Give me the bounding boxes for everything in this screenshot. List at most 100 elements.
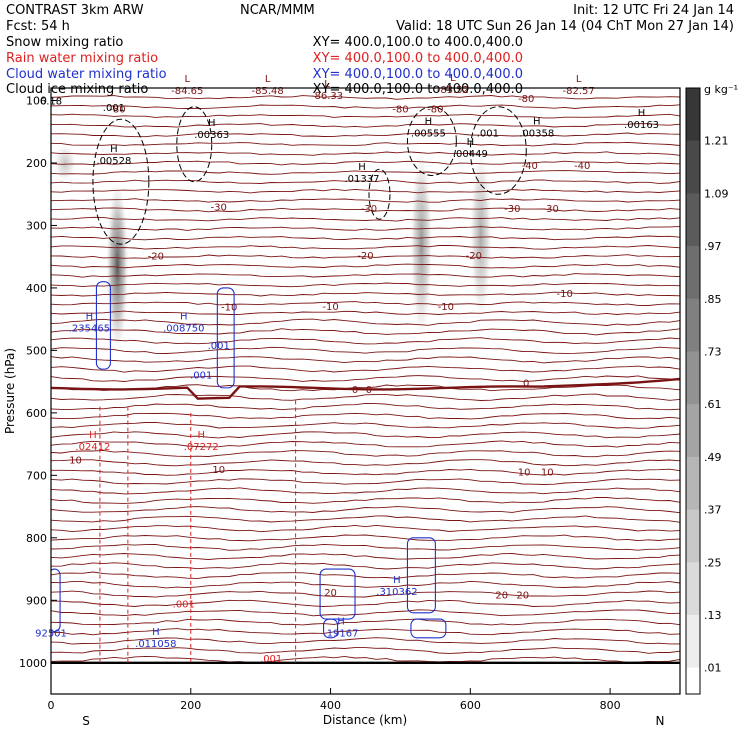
extremum-value: -86.33 <box>311 91 343 102</box>
zero-isotherm <box>51 377 680 400</box>
temperature-label: -30 <box>361 204 377 215</box>
cloud-ice-contour <box>406 106 457 176</box>
legend-snow-xy: XY= 400.0,100.0 to 400.0,400.0 <box>313 35 523 50</box>
ice-shading-0 <box>106 181 129 351</box>
isotherm-line <box>51 226 680 231</box>
extremum-value: -82.57 <box>563 86 595 97</box>
colorbar-swatch <box>686 404 700 458</box>
temperature-label: 10 <box>518 468 531 479</box>
isotherm-line <box>51 160 680 166</box>
isotherm-line <box>51 273 680 278</box>
x-tick-label: 200 <box>180 699 201 712</box>
isotherm-line <box>51 468 680 476</box>
colorbar-tick-label: 1.21 <box>704 135 729 148</box>
contour-label-layer: -80 -80 -80 -80 -40 -40 -30 -30 -30 -30 -20 -20 -20 -… <box>35 73 659 665</box>
colorbar-swatch <box>686 562 700 616</box>
y-axis-title: Pressure (hPa) <box>3 348 17 434</box>
isotherm-line <box>51 310 680 315</box>
temperature-label: -80 <box>109 105 125 116</box>
isotherm-line <box>51 291 680 297</box>
isotherm-line <box>51 104 680 110</box>
temperature-label: -80 <box>427 105 443 116</box>
isotherm-line <box>51 216 680 222</box>
isotherm-line <box>51 123 680 128</box>
extremum-marker: H <box>110 144 118 155</box>
colorbar-tick-label: .49 <box>704 451 722 464</box>
isotherm-line <box>51 647 680 654</box>
extremum-value: .008750 <box>163 324 204 335</box>
extremum-marker: L <box>576 74 582 85</box>
extremum-value: .011058 <box>135 639 176 650</box>
legend-cloudwater-xy: XY= 400.0,100.0 to 400.0,400.0 <box>313 67 523 82</box>
extremum-value: .001 <box>260 654 282 665</box>
y-tick-label: 1000 <box>19 657 47 670</box>
y-tick-label: 400 <box>26 282 47 295</box>
extremum-marker: H <box>89 430 97 441</box>
isotherm-line <box>51 496 680 504</box>
extremum-marker: H <box>358 162 366 173</box>
extremum-value: .310362 <box>376 587 417 598</box>
isotherm-line <box>51 254 680 259</box>
extremum-marker: H <box>533 117 541 128</box>
extremum-value: .00528 <box>96 156 131 167</box>
x-tick-label: 600 <box>460 699 481 712</box>
temperature-label: -30 <box>211 203 227 214</box>
temperature-label: -10 <box>438 302 454 313</box>
x-tick-label: 800 <box>600 699 621 712</box>
x-end-label-north: N <box>656 714 665 728</box>
isotherm-line <box>51 235 680 241</box>
isotherm-line <box>51 506 680 514</box>
temperature-label: 20 <box>495 591 508 602</box>
isotherm-line <box>51 151 680 156</box>
temperature-label: 10 <box>69 456 82 467</box>
isotherm-line <box>51 402 680 411</box>
colorbar-swatch <box>686 140 700 194</box>
legend-cloudwater-label: Cloud water mixing ratio <box>6 67 167 82</box>
header-model-title: CONTRAST 3km ARW <box>6 3 144 18</box>
cloud-ice-contour <box>92 118 150 245</box>
colorbar-unit: g kg⁻¹ <box>704 83 738 96</box>
extremum-marker: H <box>197 430 205 441</box>
isotherm-line <box>51 580 680 589</box>
temperature-label: 20 <box>516 591 529 602</box>
isotherm-line <box>51 245 680 250</box>
isotherm-line <box>51 207 680 213</box>
extremum-marker: H <box>337 616 345 627</box>
colorbar-tick-label: .25 <box>704 556 722 569</box>
extremum-value: .00363 <box>194 130 229 141</box>
temperature-label: 0 <box>352 385 358 396</box>
legend-rain-label: Rain water mixing ratio <box>6 51 158 66</box>
extremum-marker: H <box>425 117 433 128</box>
y-tick-label: 800 <box>26 532 47 545</box>
colorbar-tick-label: .61 <box>704 398 722 411</box>
temperature-label: 10 <box>212 465 225 476</box>
isotherm-line <box>51 637 680 645</box>
temperature-label: -30 <box>543 204 559 215</box>
temperature-label: 0 <box>523 378 529 389</box>
isotherm-line <box>51 328 680 336</box>
temperature-label: -20 <box>148 251 164 262</box>
axes: 0 200 400 600 800100200300400500600700800900… <box>19 87 681 712</box>
extremum-value: .001 <box>477 129 499 140</box>
isotherm-line <box>51 132 680 138</box>
extremum-marker: H <box>86 312 94 323</box>
cloud-water-contour <box>410 618 447 639</box>
cloud-water-contour <box>216 287 235 389</box>
isotherm-line <box>51 301 680 306</box>
ice-shading-3 <box>53 144 76 182</box>
y-tick-label: 600 <box>26 407 47 420</box>
cloud-ice-contour <box>176 106 213 183</box>
isotherm-line <box>51 375 680 382</box>
temperature-label: -10 <box>322 302 338 313</box>
extremum-value: .19167 <box>324 628 359 639</box>
temperature-label: -80 <box>518 94 534 105</box>
colorbar-tick-label: .85 <box>704 293 722 306</box>
isotherm-line <box>51 543 680 551</box>
temperature-label: -80 <box>392 105 408 116</box>
legend-cloudice-label: Cloud ice mixing ratio <box>6 82 148 97</box>
header-init-time: Init: 12 UTC Fri 24 Jan 14 <box>573 3 734 18</box>
colorbar-swatch <box>686 456 700 511</box>
isotherm-line <box>51 478 680 485</box>
y-tick-label: 200 <box>26 157 47 170</box>
x-end-label-south: S <box>82 714 90 728</box>
